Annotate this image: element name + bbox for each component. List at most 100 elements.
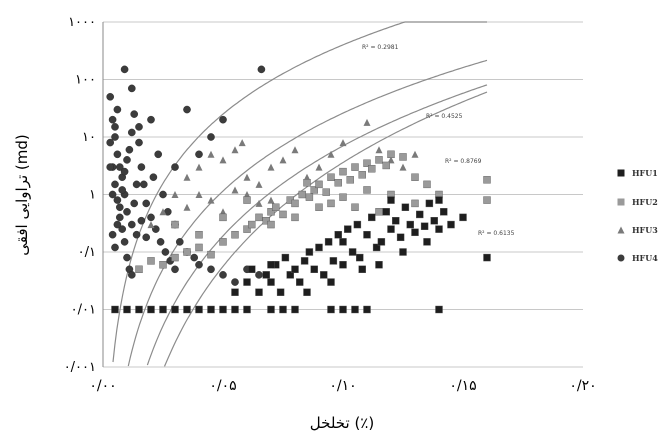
point-hfu3 — [363, 118, 371, 126]
point-hfu4 — [132, 180, 141, 189]
point-hfu3 — [195, 191, 203, 198]
point-hfu2 — [147, 257, 155, 265]
y-tick-label: ۱۰۰ — [75, 73, 96, 88]
point-hfu4 — [123, 253, 131, 262]
point-hfu4 — [231, 278, 239, 286]
point-hfu4 — [142, 233, 150, 242]
point-hfu2 — [351, 203, 359, 211]
point-hfu1 — [344, 225, 352, 233]
point-hfu3 — [183, 173, 191, 181]
point-hfu2 — [310, 186, 318, 194]
point-hfu4 — [257, 65, 266, 74]
point-hfu1 — [111, 305, 119, 314]
point-hfu2 — [195, 230, 203, 239]
point-hfu1 — [243, 278, 251, 286]
point-hfu4 — [111, 123, 119, 131]
point-hfu1 — [300, 257, 309, 265]
fit-label-hfu2: R² = 0.8769 — [445, 158, 482, 165]
point-hfu2 — [375, 208, 383, 216]
point-hfu2 — [231, 230, 239, 239]
point-hfu1 — [255, 288, 263, 296]
point-hfu1 — [159, 305, 167, 314]
point-hfu3 — [387, 156, 395, 164]
point-hfu3 — [171, 191, 179, 198]
point-hfu4 — [207, 265, 215, 274]
point-hfu1 — [267, 261, 275, 269]
legend-marker-hfu2 — [617, 198, 625, 206]
point-hfu3 — [231, 146, 239, 154]
point-hfu2 — [411, 199, 419, 208]
point-hfu1 — [320, 271, 328, 279]
point-hfu4 — [147, 213, 155, 222]
point-hfu2 — [279, 210, 287, 219]
point-hfu1 — [425, 199, 434, 208]
point-hfu1 — [401, 203, 410, 211]
point-hfu1 — [303, 288, 311, 296]
point-hfu1 — [123, 305, 131, 314]
point-hfu1 — [267, 305, 275, 314]
point-hfu1 — [327, 278, 335, 286]
point-hfu1 — [219, 305, 227, 314]
trend-line-hfu1 — [163, 91, 488, 367]
point-hfu4 — [111, 243, 119, 252]
point-hfu2 — [171, 253, 179, 262]
point-hfu1 — [329, 257, 338, 265]
point-hfu4 — [171, 163, 179, 171]
point-hfu3 — [303, 173, 311, 181]
point-hfu1 — [416, 210, 424, 219]
point-hfu1 — [435, 225, 443, 233]
point-hfu1 — [147, 305, 155, 314]
point-hfu2 — [267, 220, 275, 229]
point-hfu4 — [255, 271, 263, 279]
point-hfu1 — [430, 217, 438, 225]
fit-label-hfu3: R² = 0.4525 — [426, 113, 463, 120]
point-hfu3 — [243, 191, 251, 198]
point-hfu1 — [411, 228, 419, 237]
point-hfu1 — [339, 238, 347, 246]
x-tick-label: ۰/۲۰ — [569, 378, 596, 394]
point-hfu4 — [139, 180, 148, 189]
point-hfu3 — [219, 208, 227, 216]
point-hfu1 — [392, 217, 400, 225]
point-hfu1 — [420, 222, 429, 230]
point-hfu2 — [291, 199, 299, 208]
point-hfu4 — [108, 230, 117, 239]
point-hfu3 — [279, 156, 287, 164]
point-hfu4 — [190, 253, 198, 262]
point-hfu4 — [106, 93, 114, 101]
point-hfu2 — [339, 167, 347, 176]
point-hfu2 — [387, 150, 395, 159]
point-hfu4 — [106, 138, 114, 147]
point-hfu2 — [358, 171, 366, 179]
point-hfu4 — [154, 150, 162, 159]
point-hfu4 — [195, 260, 203, 269]
point-hfu1 — [372, 243, 381, 252]
point-hfu2 — [272, 203, 280, 211]
point-hfu4 — [113, 105, 122, 114]
point-hfu1 — [267, 278, 275, 286]
point-hfu3 — [159, 208, 167, 216]
point-hfu4 — [120, 65, 129, 74]
legend: HFU1 HFU2 HFU3 HFU4 — [617, 168, 658, 263]
point-hfu3 — [267, 196, 275, 204]
point-hfu2 — [183, 248, 191, 256]
point-hfu3 — [207, 196, 215, 204]
point-hfu4 — [132, 230, 141, 239]
point-hfu2 — [243, 196, 251, 204]
legend-marker-hfu3 — [617, 226, 625, 234]
point-hfu4 — [142, 199, 150, 208]
point-hfu4 — [156, 238, 165, 246]
point-hfu2 — [219, 213, 227, 222]
data-points — [106, 65, 491, 314]
point-hfu2 — [315, 180, 323, 189]
point-hfu4 — [113, 220, 122, 229]
point-hfu3 — [219, 156, 227, 164]
point-hfu2 — [291, 213, 299, 222]
point-hfu2 — [171, 220, 179, 229]
point-hfu2 — [298, 190, 306, 199]
point-hfu2 — [423, 180, 431, 189]
point-hfu4 — [130, 110, 138, 118]
point-hfu2 — [303, 179, 311, 187]
legend-label-hfu4: HFU4 — [632, 253, 658, 263]
x-tick-label: ۰/۱۵ — [449, 378, 476, 394]
